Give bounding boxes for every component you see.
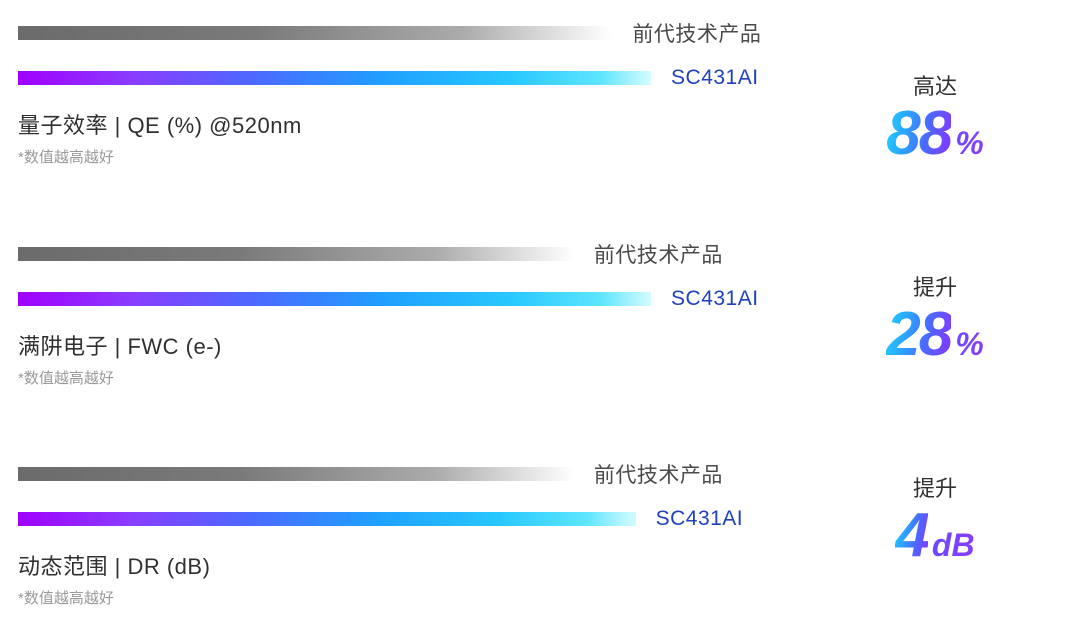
metric-note: *数值越高越好 — [18, 587, 790, 608]
legacy-bar-label: 前代技术产品 — [632, 18, 761, 48]
stats-column: 高达 88 % 提升 28 % 提升 4 dB — [820, 18, 1050, 618]
product-bar-label: SC431AI — [671, 287, 759, 311]
product-bar — [18, 292, 651, 306]
metric-title: 量子效率 | QE (%) @520nm — [18, 108, 790, 140]
product-bar-fill — [18, 512, 636, 526]
legacy-bar-label: 前代技术产品 — [594, 239, 723, 269]
legacy-bar-row: 前代技术产品 — [18, 239, 790, 269]
legacy-bar-row: 前代技术产品 — [18, 18, 790, 48]
product-bar-label: SC431AI — [656, 507, 744, 531]
stat-unit: % — [955, 326, 983, 363]
metric-note: *数值越高越好 — [18, 146, 790, 167]
legacy-bar-fill — [18, 26, 612, 40]
stat-number: 28 — [886, 304, 951, 366]
legacy-bar — [18, 467, 574, 481]
product-bar-fill — [18, 71, 651, 85]
product-bar-row: SC431AI — [18, 507, 790, 531]
stat-value: 28 % — [886, 304, 983, 366]
legacy-bar-fill — [18, 247, 574, 261]
stat-block-qe: 高达 88 % — [886, 18, 983, 216]
stat-number: 4 — [895, 505, 927, 567]
metric-title: 动态范围 | DR (dB) — [18, 549, 790, 581]
stat-unit: dB — [932, 527, 975, 564]
product-bar-fill — [18, 292, 651, 306]
legacy-bar-fill — [18, 467, 574, 481]
metric-note: *数值越高越好 — [18, 367, 790, 388]
legacy-bar — [18, 26, 612, 40]
legacy-bar-row: 前代技术产品 — [18, 459, 790, 489]
legacy-bar-label: 前代技术产品 — [594, 459, 723, 489]
product-bar-row: SC431AI — [18, 287, 790, 311]
chart-container: 前代技术产品 SC431AI 量子效率 | QE (%) @520nm *数值越… — [18, 18, 1050, 618]
stat-block-fwc: 提升 28 % — [886, 219, 983, 417]
stat-value: 4 dB — [895, 505, 974, 567]
legacy-bar — [18, 247, 574, 261]
stat-block-dr: 提升 4 dB — [895, 420, 974, 618]
stat-label: 高达 — [913, 69, 957, 101]
bars-column: 前代技术产品 SC431AI 量子效率 | QE (%) @520nm *数值越… — [18, 18, 820, 618]
product-bar-row: SC431AI — [18, 66, 790, 90]
stat-value: 88 % — [886, 103, 983, 165]
metric-title: 满阱电子 | FWC (e-) — [18, 329, 790, 361]
stat-label: 提升 — [913, 471, 957, 503]
stat-label: 提升 — [913, 270, 957, 302]
product-bar-label: SC431AI — [671, 66, 759, 90]
metric-block-fwc: 前代技术产品 SC431AI 满阱电子 | FWC (e-) *数值越高越好 — [18, 239, 790, 398]
stat-unit: % — [955, 125, 983, 162]
stat-number: 88 — [886, 103, 951, 165]
product-bar — [18, 512, 636, 526]
product-bar — [18, 71, 651, 85]
metric-block-qe: 前代技术产品 SC431AI 量子效率 | QE (%) @520nm *数值越… — [18, 18, 790, 177]
metric-block-dr: 前代技术产品 SC431AI 动态范围 | DR (dB) *数值越高越好 — [18, 459, 790, 618]
